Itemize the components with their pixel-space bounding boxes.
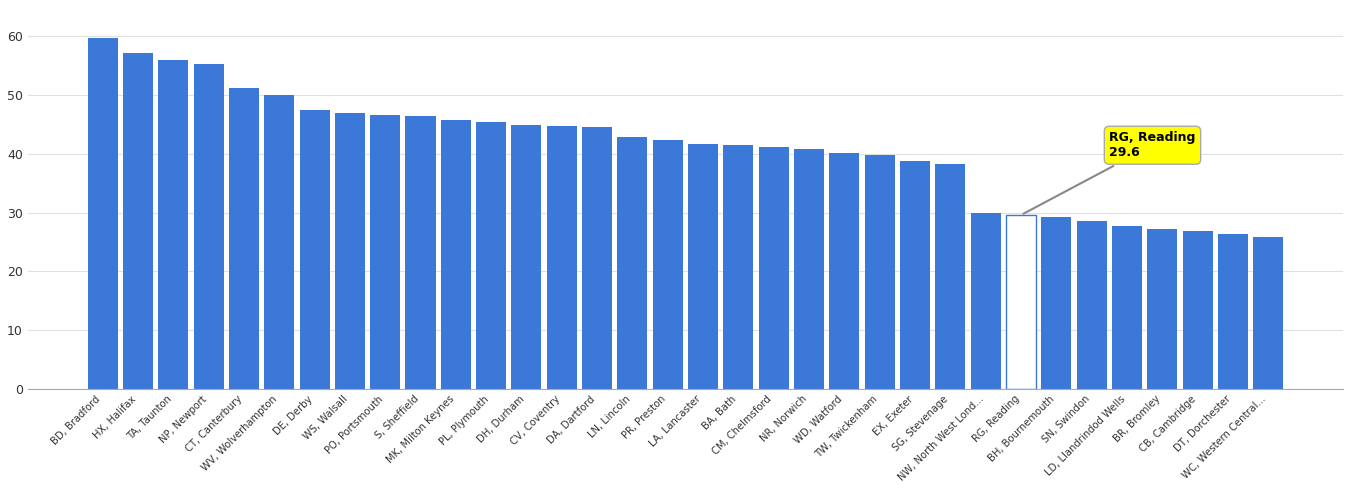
Bar (88, 38, 117, 389)
Bar (265, 95, 294, 389)
Bar (1148, 229, 1177, 389)
Bar (300, 110, 329, 389)
Bar (688, 145, 718, 389)
Bar (1253, 237, 1284, 389)
Bar (829, 153, 860, 389)
Bar (158, 60, 188, 389)
Bar (123, 53, 153, 389)
Bar (512, 124, 541, 389)
Bar (653, 140, 683, 389)
Bar (335, 113, 365, 389)
Bar (1112, 225, 1142, 389)
Bar (794, 149, 824, 389)
Bar (971, 213, 1000, 389)
Bar (405, 116, 436, 389)
Bar (865, 155, 895, 389)
Bar (759, 147, 788, 389)
Bar (547, 125, 576, 389)
Bar (617, 137, 648, 389)
Bar (230, 88, 259, 389)
Bar (441, 120, 471, 389)
Bar (193, 64, 224, 389)
Bar (1077, 221, 1107, 389)
Bar (936, 164, 965, 389)
Bar (477, 122, 506, 389)
Bar (582, 127, 612, 389)
Bar (724, 145, 753, 389)
Text: RG, Reading
29.6: RG, Reading 29.6 (1023, 131, 1196, 214)
Bar (370, 115, 400, 389)
Bar (1041, 218, 1072, 389)
Bar (1183, 231, 1212, 389)
Bar (900, 161, 930, 389)
Bar (1218, 234, 1247, 389)
Bar (1006, 215, 1035, 389)
